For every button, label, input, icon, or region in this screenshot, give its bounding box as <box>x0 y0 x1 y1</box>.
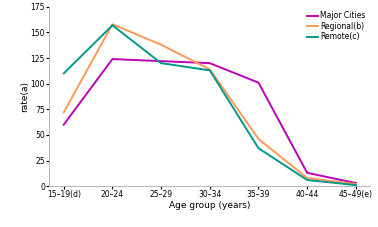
Regional(b) <box>208 68 212 71</box>
Major Cities <box>159 60 163 62</box>
Y-axis label: rate(a): rate(a) <box>20 81 29 112</box>
Line: Major Cities: Major Cities <box>64 59 356 183</box>
Regional(b) <box>62 111 66 114</box>
Regional(b) <box>256 138 261 140</box>
Remote(c) <box>62 72 66 75</box>
Remote(c) <box>256 147 261 150</box>
Remote(c) <box>353 184 358 186</box>
Regional(b) <box>110 23 115 26</box>
X-axis label: Age group (years): Age group (years) <box>169 201 251 210</box>
Major Cities <box>305 171 310 174</box>
Remote(c) <box>159 62 163 64</box>
Line: Regional(b): Regional(b) <box>64 24 356 184</box>
Major Cities <box>256 81 261 84</box>
Regional(b) <box>305 177 310 179</box>
Remote(c) <box>110 24 115 27</box>
Major Cities <box>208 62 212 64</box>
Major Cities <box>353 182 358 184</box>
Major Cities <box>110 58 115 60</box>
Major Cities <box>62 123 66 126</box>
Line: Remote(c): Remote(c) <box>64 25 356 185</box>
Regional(b) <box>353 183 358 185</box>
Regional(b) <box>159 43 163 46</box>
Remote(c) <box>208 69 212 72</box>
Remote(c) <box>305 179 310 181</box>
Legend: Major Cities, Regional(b), Remote(c): Major Cities, Regional(b), Remote(c) <box>306 11 367 42</box>
